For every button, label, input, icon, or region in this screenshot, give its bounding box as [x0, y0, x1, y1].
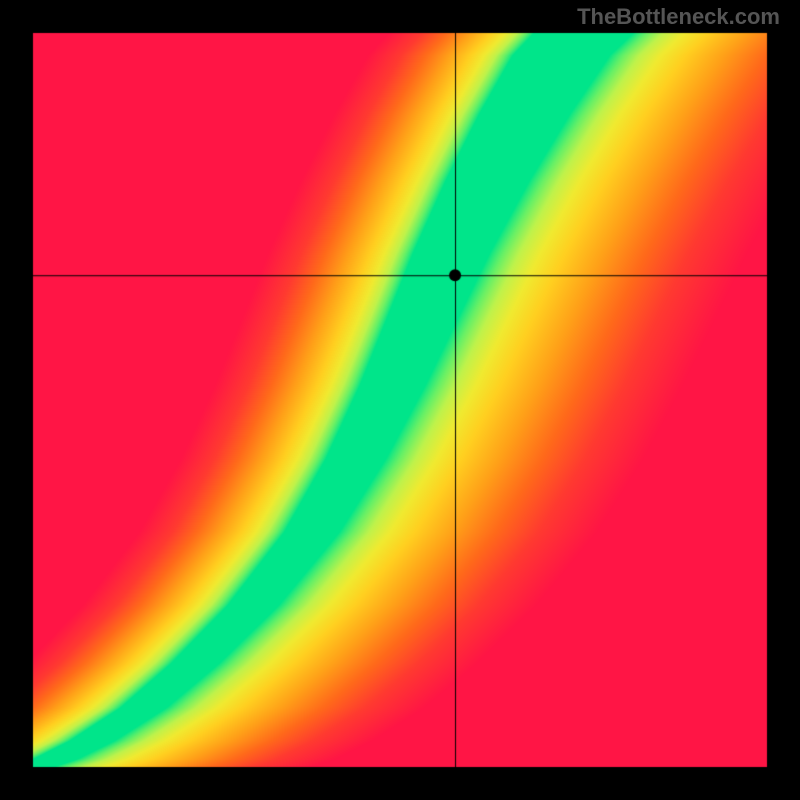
heatmap-canvas	[0, 0, 800, 800]
chart-container: TheBottleneck.com	[0, 0, 800, 800]
watermark-text: TheBottleneck.com	[577, 4, 780, 30]
